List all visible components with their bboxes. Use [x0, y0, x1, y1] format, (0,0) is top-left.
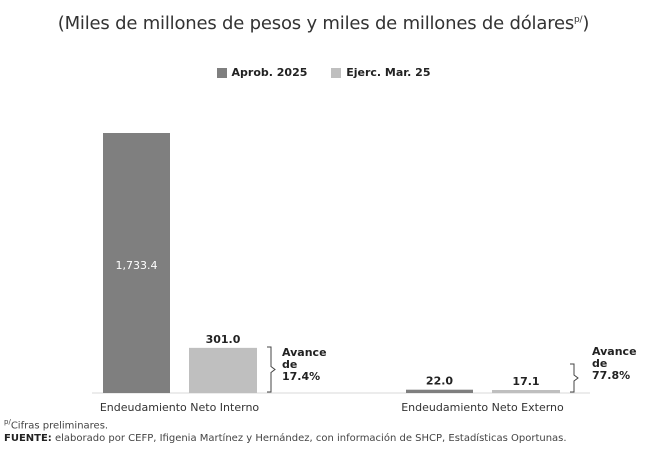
bar-chart: 1,733.4 301.0 Endeudamiento Neto Interno Av… [92, 133, 637, 414]
title-superscript: p/ [574, 15, 583, 25]
legend-item-ejerc: Ejerc. Mar. 25 [331, 66, 430, 79]
data-label-0-0: 1,733.4 [116, 259, 158, 272]
annotation-1-line-0: Avance [592, 345, 637, 358]
annotation-1-line-2: 77.8% [592, 369, 630, 382]
bar-1-1 [492, 390, 560, 393]
source-text: elaborado por CEFP, Ifigenia Martínez y … [51, 433, 567, 445]
bracket-0 [267, 346, 276, 393]
title-text: (Miles de millones de pesos y miles de m… [57, 13, 575, 34]
data-label-0-1: 22.0 [426, 375, 453, 388]
legend-swatch-ejerc [331, 67, 342, 78]
prelim-text: Cifras preliminares. [10, 420, 109, 432]
source-note: FUENTE: elaborado por CEFP, Ifigenia Mar… [4, 432, 644, 445]
annotation-0-line-2: 17.4% [282, 370, 320, 383]
prelim-superscript: p/ [4, 418, 11, 426]
bar-0-1 [406, 389, 473, 393]
data-label-1-0: 301.0 [206, 333, 241, 346]
source-label: FUENTE: [4, 433, 52, 445]
prelim-note: p/Cifras preliminares. [4, 416, 644, 432]
legend-swatch-aprob [216, 67, 227, 78]
legend-label-ejerc: Ejerc. Mar. 25 [346, 66, 431, 79]
bracket-1 [570, 363, 579, 393]
data-label-1-1: 17.1 [512, 375, 539, 388]
annotation-0-line-1: de [282, 358, 297, 371]
annotation-1-line-1: de [592, 357, 607, 370]
title-end: ) [582, 13, 590, 34]
footnotes: p/Cifras preliminares. FUENTE: elaborado… [4, 416, 644, 445]
legend: Aprob. 2025 Ejerc. Mar. 25 [0, 66, 647, 81]
category-label-1: Endeudamiento Neto Externo [401, 401, 564, 414]
bar-1-0 [189, 347, 257, 393]
chart-title: (Miles de millones de pesos y miles de m… [0, 8, 647, 36]
category-label-0: Endeudamiento Neto Interno [100, 401, 260, 414]
annotation-0-line-0: Avance [282, 346, 327, 359]
bar-0-0 [103, 133, 170, 393]
legend-label-aprob: Aprob. 2025 [231, 66, 308, 79]
legend-item-aprob: Aprob. 2025 [216, 66, 308, 79]
